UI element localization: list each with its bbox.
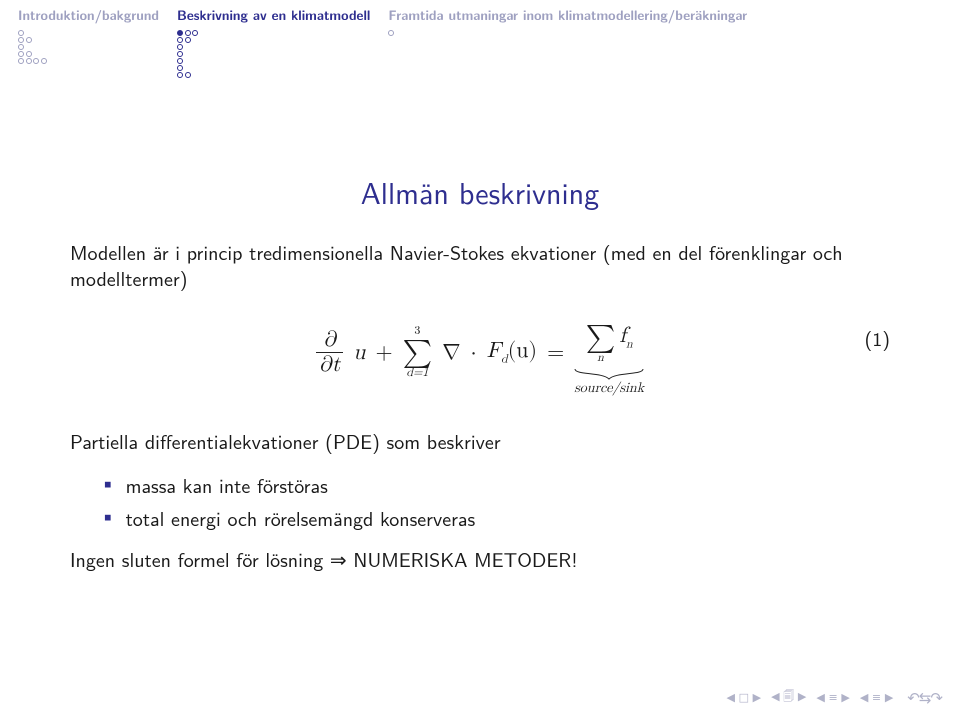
eq-plus: + bbox=[375, 340, 392, 366]
list-item: • total energi och rörelsemängd konserver… bbox=[100, 504, 890, 533]
beamer-nav-bar: Introduktion/bakgrund Beskrivning av en … bbox=[0, 0, 960, 78]
nav-title-1[interactable]: Introduktion/bakgrund bbox=[18, 6, 159, 25]
equation-block: ∂ ∂t u + 3 ∑ d=1 ∇ · Fd(u) = ∑ bbox=[70, 310, 890, 395]
list-item: • massa kan inte förstöras bbox=[100, 471, 890, 500]
nav-cycle-icon[interactable]: ↶⇆↷ bbox=[907, 686, 942, 708]
eq-uarg: (u) bbox=[508, 340, 537, 362]
intro-paragraph: Modellen är i princip tredimensionella N… bbox=[70, 240, 890, 292]
nav-prev-sect-button[interactable]: ◀ 🗐 ▶ bbox=[771, 688, 806, 707]
nav-dots-3 bbox=[388, 30, 747, 36]
eq-nsub: n bbox=[626, 339, 633, 351]
nav-section-2[interactable]: Beskrivning av en klimatmodell bbox=[177, 6, 370, 78]
eq-equals: = bbox=[547, 340, 564, 366]
beamer-footer: ◀ □ ▶ ◀ 🗐 ▶ ◀ ≡ ▶ ◀ ≡ ▶ ↶⇆↷ bbox=[726, 686, 942, 708]
nav-dots-1 bbox=[18, 30, 159, 64]
nav-controls: ◀ □ ▶ ◀ 🗐 ▶ ◀ ≡ ▶ ◀ ≡ ▶ bbox=[726, 688, 893, 707]
bullet-list: • massa kan inte förstöras • total energi … bbox=[70, 471, 890, 533]
eq-dt: ∂t bbox=[316, 352, 343, 376]
eq-sumtop: 3 bbox=[414, 325, 420, 339]
eq-dsub: d bbox=[501, 354, 508, 366]
nav-section-3[interactable]: Framtida utmaningar inom klimatmodelleri… bbox=[388, 6, 747, 78]
eq-nabla: ∇ bbox=[442, 340, 460, 366]
slide-content: Allmän beskrivning Modellen är i princip… bbox=[70, 170, 890, 589]
underbrace-icon bbox=[574, 368, 644, 380]
bullet-text-2: total energi och rörelsemängd konservera… bbox=[126, 504, 476, 533]
pde-line: Partiella differentialekvationer (PDE) s… bbox=[70, 429, 890, 455]
nav-first-button[interactable]: ◀ □ ▶ bbox=[726, 689, 761, 705]
bullet-icon: • bbox=[100, 471, 116, 495]
eq-cdot: · bbox=[471, 340, 477, 366]
eq-f: f bbox=[619, 325, 626, 347]
nav-prev-slide-button[interactable]: ◀ ≡ ▶ bbox=[816, 689, 849, 705]
eq-partial: ∂ bbox=[320, 329, 339, 352]
eq-sumbot: d=1 bbox=[406, 367, 428, 381]
nav-next-slide-button[interactable]: ◀ ≡ ▶ bbox=[860, 689, 893, 705]
eq-bracelabel: source/sink bbox=[574, 381, 644, 395]
bullet-text-1: massa kan inte förstöras bbox=[126, 471, 328, 500]
eq-u: u bbox=[353, 340, 365, 366]
closing-line: Ingen sluten formel för lösning ⇒ NUMERI… bbox=[70, 547, 890, 573]
nav-title-3[interactable]: Framtida utmaningar inom klimatmodelleri… bbox=[388, 6, 747, 25]
eq-F: F bbox=[487, 340, 501, 362]
sigma2-icon: ∑ bbox=[586, 324, 616, 352]
eq-sum2bot: n bbox=[597, 352, 604, 366]
nav-title-2[interactable]: Beskrivning av en klimatmodell bbox=[177, 6, 370, 25]
equation: ∂ ∂t u + 3 ∑ d=1 ∇ · Fd(u) = ∑ bbox=[316, 310, 644, 395]
slide-title: Allmän beskrivning bbox=[70, 170, 890, 214]
equation-number: (1) bbox=[864, 324, 890, 353]
sigma-icon: ∑ bbox=[403, 339, 433, 367]
nav-section-1[interactable]: Introduktion/bakgrund bbox=[18, 6, 159, 78]
bullet-icon: • bbox=[100, 504, 116, 528]
nav-dots-2 bbox=[177, 30, 370, 78]
